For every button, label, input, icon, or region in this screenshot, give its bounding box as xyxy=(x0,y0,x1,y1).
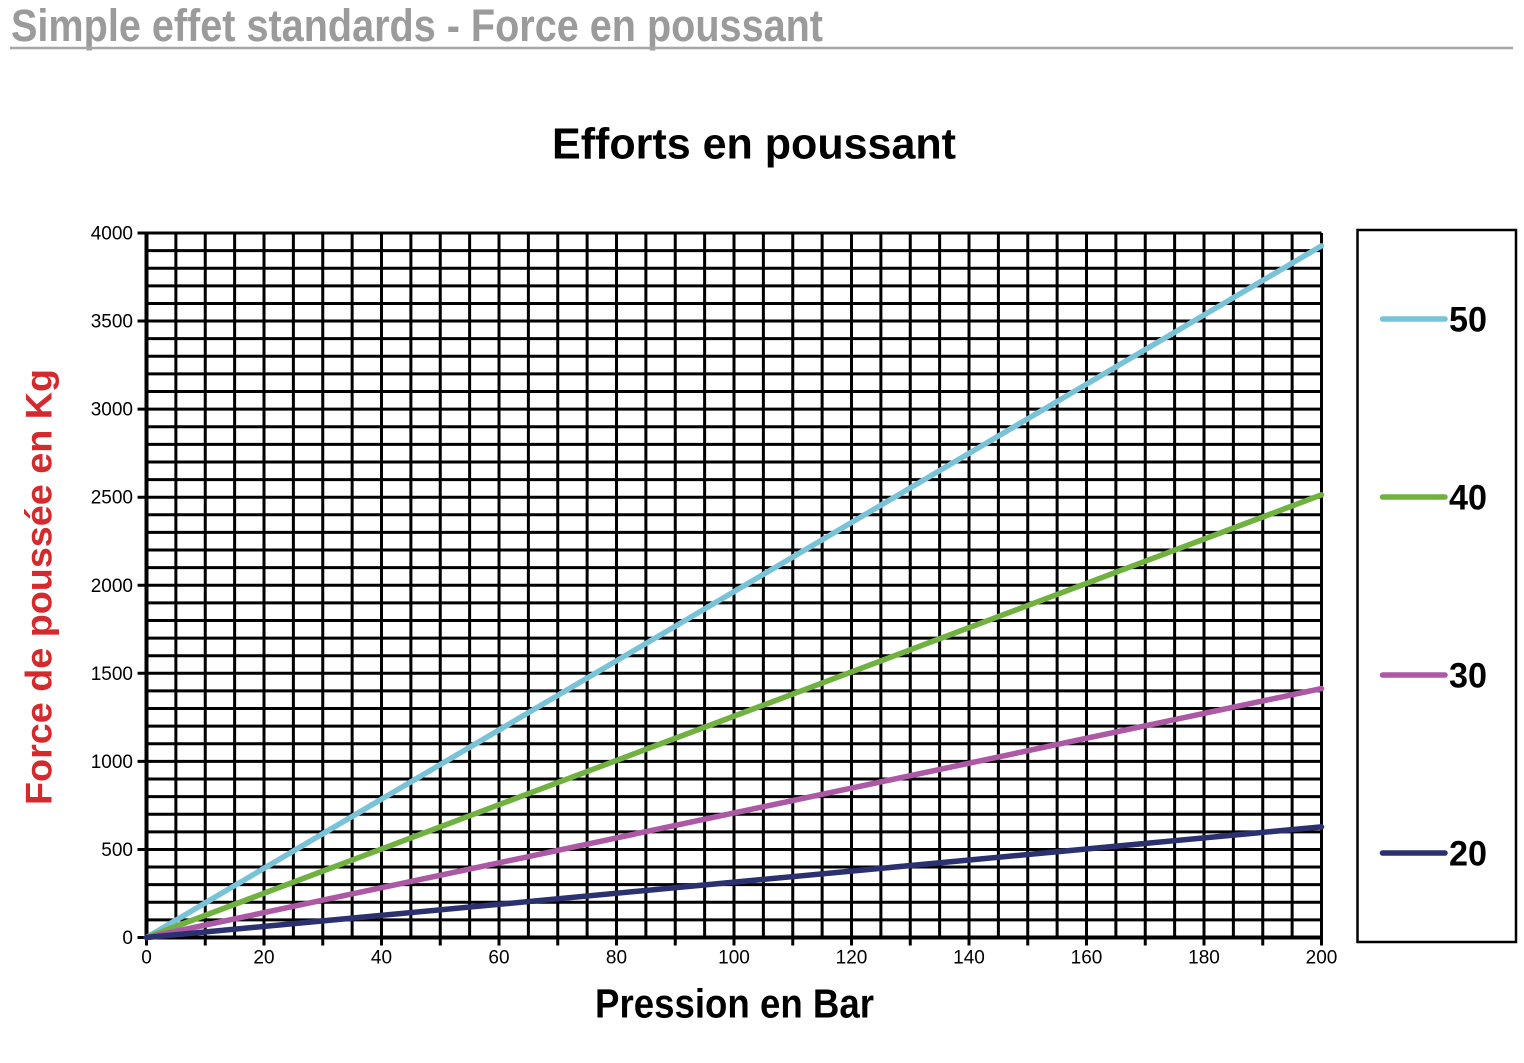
svg-text:180: 180 xyxy=(1188,948,1220,969)
svg-text:3000: 3000 xyxy=(91,400,133,421)
svg-text:2000: 2000 xyxy=(91,576,133,597)
svg-text:160: 160 xyxy=(1071,948,1103,969)
svg-text:140: 140 xyxy=(953,948,985,969)
svg-text:4000: 4000 xyxy=(91,224,133,245)
svg-text:2500: 2500 xyxy=(91,488,133,509)
svg-text:100: 100 xyxy=(718,948,750,969)
svg-text:40: 40 xyxy=(1449,478,1487,518)
svg-text:120: 120 xyxy=(836,948,868,969)
svg-text:30: 30 xyxy=(1449,656,1487,696)
svg-text:80: 80 xyxy=(606,948,627,969)
svg-text:Efforts en poussant: Efforts en poussant xyxy=(552,120,956,169)
svg-text:50: 50 xyxy=(1449,300,1487,340)
svg-text:Simple effet standards - Force: Simple effet standards - Force en poussa… xyxy=(11,0,823,51)
svg-text:1500: 1500 xyxy=(91,664,133,685)
svg-text:20: 20 xyxy=(253,948,274,969)
svg-text:20: 20 xyxy=(1449,834,1487,874)
svg-text:1000: 1000 xyxy=(91,752,133,773)
svg-text:0: 0 xyxy=(141,948,152,969)
svg-text:0: 0 xyxy=(122,928,133,949)
svg-text:3500: 3500 xyxy=(91,312,133,333)
svg-text:Pression en Bar: Pression en Bar xyxy=(595,981,874,1027)
svg-text:40: 40 xyxy=(371,948,392,969)
svg-text:200: 200 xyxy=(1306,948,1338,969)
svg-text:500: 500 xyxy=(101,840,133,861)
svg-text:Force de poussée en Kg: Force de poussée en Kg xyxy=(19,369,60,805)
svg-text:60: 60 xyxy=(488,948,509,969)
